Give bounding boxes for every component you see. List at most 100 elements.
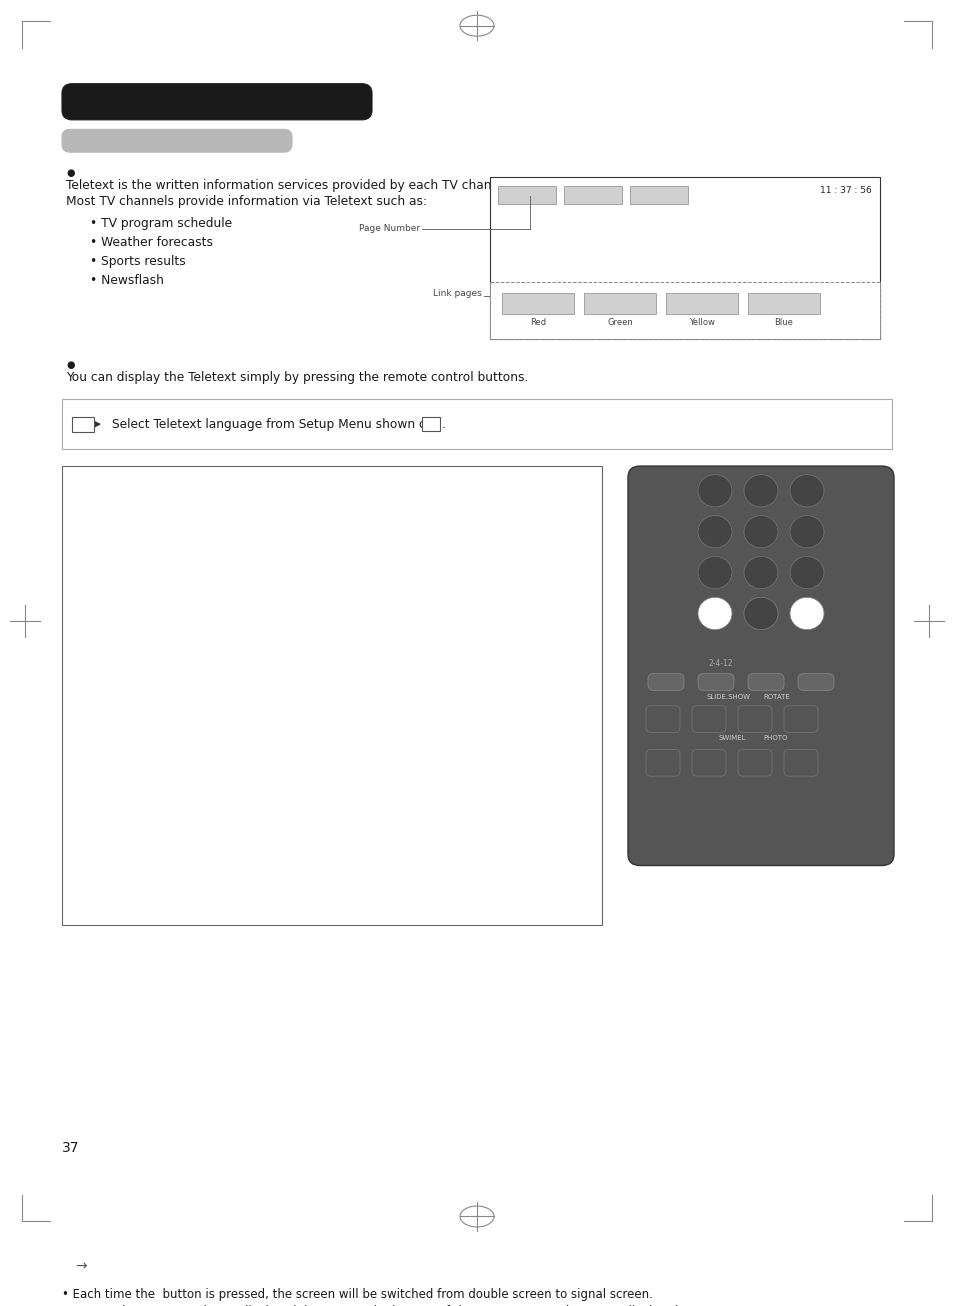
- Text: To return to actual broadcast temporarily while searching for the
Teletext page : To return to actual broadcast temporaril…: [69, 755, 439, 811]
- Bar: [62, 541, 601, 605]
- Text: 7: 7: [710, 565, 719, 579]
- Text: ℹ: ℹ: [804, 607, 808, 618]
- Text: Press: Press: [520, 473, 553, 486]
- FancyBboxPatch shape: [62, 84, 372, 120]
- Bar: [665, 293, 738, 313]
- FancyBboxPatch shape: [62, 129, 292, 153]
- FancyBboxPatch shape: [627, 466, 893, 866]
- Text: 11 : 37 : 56: 11 : 37 : 56: [820, 187, 871, 196]
- Bar: [497, 187, 556, 204]
- Bar: [62, 400, 891, 449]
- Text: To display Index page.: To display Index page.: [69, 611, 193, 620]
- Text: To split the screen into two and watch both Teletext information
and actual broa: To split the screen into two and watch b…: [69, 546, 424, 579]
- Text: 9: 9: [802, 565, 810, 579]
- Text: To activate Teletext mode.
To exit from the Teletext mode.: To activate Teletext mode. To exit from …: [69, 499, 242, 520]
- Text: [Hold]: [Hold]: [521, 905, 552, 916]
- Text: [Index]: [Index]: [519, 626, 554, 636]
- FancyBboxPatch shape: [691, 750, 725, 776]
- Text: ●: ●: [66, 168, 74, 179]
- FancyBboxPatch shape: [738, 705, 771, 733]
- Circle shape: [698, 474, 731, 507]
- Text: Most TV channels provide information via Teletext such as:: Most TV channels provide information via…: [66, 195, 427, 208]
- Bar: [62, 882, 601, 925]
- Bar: [62, 748, 601, 832]
- Bar: [62, 832, 601, 882]
- Bar: [62, 492, 601, 541]
- Text: [Reveal]: [Reveal]: [517, 724, 557, 734]
- Text: 8: 8: [756, 565, 764, 579]
- Text: [TV⇔Text]: [TV⇔Text]: [513, 518, 560, 529]
- Text: .: .: [441, 418, 445, 431]
- Circle shape: [789, 516, 823, 547]
- Text: • Each time the  button is pressed, the screen will be switched from double scre: • Each time the button is pressed, the s…: [62, 1288, 652, 1301]
- Text: Yellow: Yellow: [688, 317, 714, 326]
- FancyBboxPatch shape: [62, 1250, 100, 1282]
- Text: 37: 37: [62, 1141, 79, 1156]
- Text: [Color]: [Color]: [520, 859, 553, 870]
- Bar: [563, 187, 621, 204]
- Bar: [62, 466, 601, 492]
- Bar: [747, 293, 820, 313]
- Text: [Text⇔TV+Text]: [Text⇔TV+Text]: [498, 575, 575, 585]
- Text: Blue: Blue: [774, 317, 793, 326]
- Bar: [62, 641, 601, 693]
- Text: SWIMEL: SWIMEL: [718, 735, 745, 742]
- Text: SLIDE.SHOW: SLIDE.SHOW: [706, 695, 750, 700]
- Text: ROTATE: ROTATE: [762, 695, 789, 700]
- Text: ●: ●: [66, 359, 74, 370]
- Circle shape: [698, 597, 731, 629]
- Text: To display Hidden text.
    ex. The answers of the Quiz or the Game page.
Press : To display Hidden text. ex. The answers …: [69, 699, 346, 733]
- Text: Link pages: Link pages: [433, 289, 481, 298]
- FancyBboxPatch shape: [691, 705, 725, 733]
- Text: • Weather forecasts: • Weather forecasts: [90, 236, 213, 249]
- Text: You can display the Teletext simply by pressing the remote control buttons.: You can display the Teletext simply by p…: [66, 371, 528, 384]
- Text: • Newsflash: • Newsflash: [90, 274, 164, 287]
- FancyBboxPatch shape: [698, 674, 733, 691]
- Text: ▶▶: ▶▶: [708, 609, 720, 616]
- Circle shape: [743, 516, 778, 547]
- FancyBboxPatch shape: [645, 705, 679, 733]
- Text: 0: 0: [756, 606, 764, 619]
- Circle shape: [789, 597, 823, 629]
- Text: Teletext is the written information services provided by each TV channel.: Teletext is the written information serv…: [66, 179, 514, 192]
- Text: →: →: [75, 1259, 87, 1273]
- Bar: [490, 282, 879, 338]
- FancyBboxPatch shape: [797, 674, 833, 691]
- FancyBboxPatch shape: [783, 705, 817, 733]
- Bar: [501, 293, 574, 313]
- Text: Page Number: Page Number: [358, 225, 419, 234]
- Bar: [421, 417, 439, 431]
- FancyBboxPatch shape: [647, 674, 683, 691]
- FancyBboxPatch shape: [645, 750, 679, 776]
- FancyBboxPatch shape: [738, 750, 771, 776]
- Circle shape: [698, 597, 731, 629]
- Text: • Sports results: • Sports results: [90, 255, 186, 268]
- Text: 5: 5: [756, 524, 764, 537]
- Text: [Subtitle]: [Subtitle]: [514, 670, 559, 680]
- Text: To access the link pages which are displayed at the bottom of the page.
(Select : To access the link pages which are displ…: [69, 838, 473, 859]
- Circle shape: [789, 597, 823, 629]
- Circle shape: [698, 516, 731, 547]
- Bar: [490, 176, 879, 338]
- Text: 3: 3: [802, 483, 810, 496]
- FancyBboxPatch shape: [783, 750, 817, 776]
- Text: Green: Green: [606, 317, 632, 326]
- Text: To access Subtitle service directly (if the channel has the Subtitle
service bro: To access Subtitle service directly (if …: [69, 646, 433, 669]
- Text: Select Teletext language from Setup Menu shown on: Select Teletext language from Setup Menu…: [112, 418, 434, 431]
- Circle shape: [743, 597, 778, 629]
- Circle shape: [743, 556, 778, 589]
- Text: Operation: Operation: [235, 473, 297, 486]
- Bar: [62, 693, 601, 748]
- Circle shape: [743, 597, 778, 629]
- Bar: [583, 293, 656, 313]
- Text: 2-4-12: 2-4-12: [708, 660, 733, 669]
- Circle shape: [743, 474, 778, 507]
- Text: 6: 6: [802, 524, 810, 537]
- Circle shape: [698, 556, 731, 589]
- Bar: [62, 466, 601, 925]
- Text: 2-4-12: 2-4-12: [703, 602, 725, 609]
- Text: 1: 1: [710, 483, 719, 496]
- Text: 4: 4: [710, 524, 719, 537]
- Text: 2: 2: [756, 483, 764, 496]
- Text: • TV program schedule: • TV program schedule: [90, 217, 232, 230]
